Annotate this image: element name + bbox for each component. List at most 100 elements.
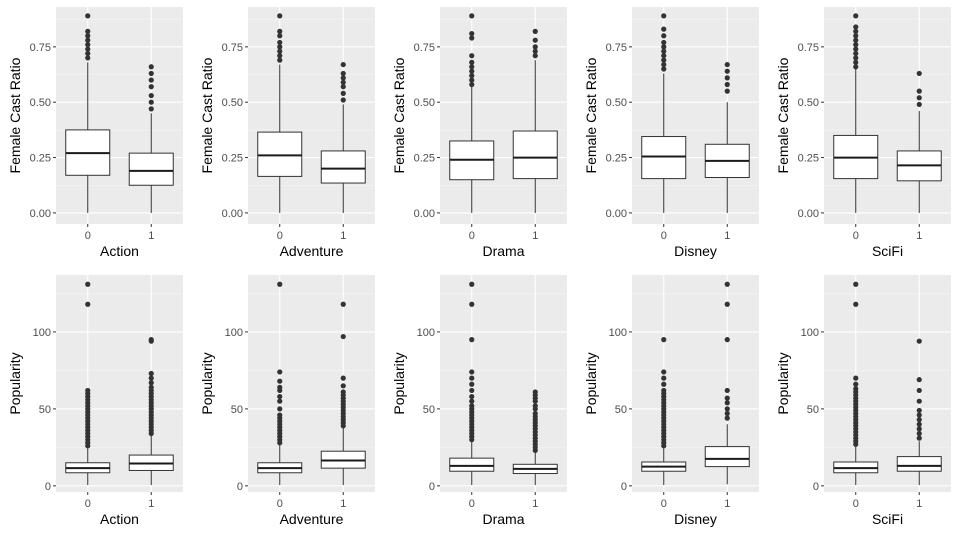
outlier-point — [724, 337, 730, 343]
outlier-point — [340, 375, 346, 381]
boxplot-panel: 0 50 100 0 1 Drama Popularity — [391, 275, 567, 527]
outlier-point — [469, 81, 475, 88]
outlier-point — [340, 75, 346, 81]
outlier-point — [469, 64, 475, 70]
x-axis-title: Disney — [674, 243, 717, 259]
x-tick-label: 0 — [277, 498, 283, 510]
outlier-point — [340, 90, 346, 96]
outlier-point — [148, 384, 154, 390]
outlier-point — [469, 369, 475, 375]
outlier-point — [661, 66, 667, 72]
outlier-point — [724, 415, 730, 421]
outlier-point — [916, 421, 922, 427]
outlier-point — [277, 412, 283, 418]
outlier-point — [148, 77, 154, 83]
outlier-point — [661, 61, 667, 68]
outlier-point — [469, 13, 475, 19]
outlier-point — [661, 53, 667, 59]
outlier-point — [661, 387, 667, 394]
y-tick-label: 0.75 — [414, 42, 435, 54]
outlier-point — [916, 426, 922, 432]
y-tick-label: 0 — [429, 481, 435, 493]
y-tick-label: 50 — [807, 404, 819, 416]
outlier-point — [340, 61, 346, 68]
box-iqr — [257, 131, 303, 177]
outlier-point — [277, 39, 283, 46]
outlier-point — [916, 430, 922, 437]
outlier-point — [340, 79, 346, 85]
y-tick-label: 100 — [801, 327, 819, 339]
outlier-point — [853, 42, 859, 48]
y-axis-title: Female Cast Ratio — [583, 57, 599, 173]
outlier-point — [532, 48, 538, 54]
y-axis-title: Female Cast Ratio — [199, 57, 215, 173]
outlier-point — [277, 33, 283, 39]
plot-background — [824, 7, 951, 224]
y-tick-label: 0.25 — [222, 153, 243, 165]
box-iqr — [512, 130, 558, 180]
outlier-point — [277, 281, 283, 287]
outlier-point — [469, 393, 475, 400]
x-tick-label: 0 — [661, 498, 667, 510]
outlier-point — [853, 46, 859, 52]
outlier-point — [532, 44, 538, 50]
outlier-point — [148, 337, 154, 343]
outlier-point — [724, 81, 730, 88]
box-iqr — [641, 136, 687, 180]
y-tick-label: 0 — [813, 481, 819, 493]
outlier-point — [85, 50, 91, 57]
y-tick-label: 0.75 — [606, 42, 627, 54]
y-tick-label: 50 — [423, 404, 435, 416]
outlier-point — [277, 398, 283, 404]
plot-background — [824, 275, 951, 492]
outlier-point — [277, 28, 283, 34]
outlier-point — [916, 70, 922, 77]
outlier-point — [340, 389, 346, 395]
y-axis-title: Female Cast Ratio — [775, 57, 791, 173]
outlier-point — [853, 64, 859, 70]
plot-background — [56, 7, 183, 224]
boxplot-panel: 0 50 100 0 1 SciFi Popularity — [775, 275, 951, 527]
outlier-point — [661, 39, 667, 46]
outlier-point — [853, 281, 859, 287]
outlier-point — [277, 406, 283, 412]
x-tick-label: 1 — [724, 498, 730, 510]
outlier-point — [469, 53, 475, 59]
outlier-point — [916, 101, 922, 108]
outlier-point — [724, 395, 730, 401]
y-tick-label: 50 — [231, 404, 243, 416]
y-tick-label: 100 — [417, 327, 435, 339]
outlier-point — [277, 57, 283, 63]
x-axis-title: SciFi — [872, 511, 903, 527]
outlier-point — [853, 33, 859, 39]
x-tick-label: 1 — [532, 498, 538, 510]
outlier-point — [853, 13, 859, 19]
outlier-point — [277, 393, 283, 400]
outlier-point — [853, 59, 859, 65]
outlier-point — [853, 24, 859, 30]
outlier-point — [277, 369, 283, 375]
outlier-point — [853, 301, 859, 307]
outlier-point — [661, 337, 667, 343]
x-tick-label: 0 — [469, 230, 475, 242]
y-axis-title: Female Cast Ratio — [7, 57, 23, 173]
boxplot-panel: 0 50 100 0 1 Disney Popularity — [583, 275, 759, 527]
outlier-point — [661, 375, 667, 381]
outlier-point — [916, 412, 922, 418]
outlier-point — [277, 378, 283, 384]
outlier-point — [916, 387, 922, 394]
x-axis-title: Action — [100, 243, 139, 259]
outlier-point — [148, 380, 154, 386]
outlier-point — [469, 381, 475, 387]
x-tick-label: 0 — [277, 230, 283, 242]
outlier-point — [724, 68, 730, 74]
boxplot-panel: 0 50 100 0 1 Action Popularity — [7, 275, 183, 527]
x-axis-title: Drama — [482, 243, 524, 259]
y-tick-label: 0.50 — [798, 97, 819, 109]
x-tick-label: 1 — [148, 498, 154, 510]
y-axis-title: Popularity — [7, 352, 23, 414]
x-axis-title: SciFi — [872, 243, 903, 259]
box-iqr — [449, 457, 495, 472]
